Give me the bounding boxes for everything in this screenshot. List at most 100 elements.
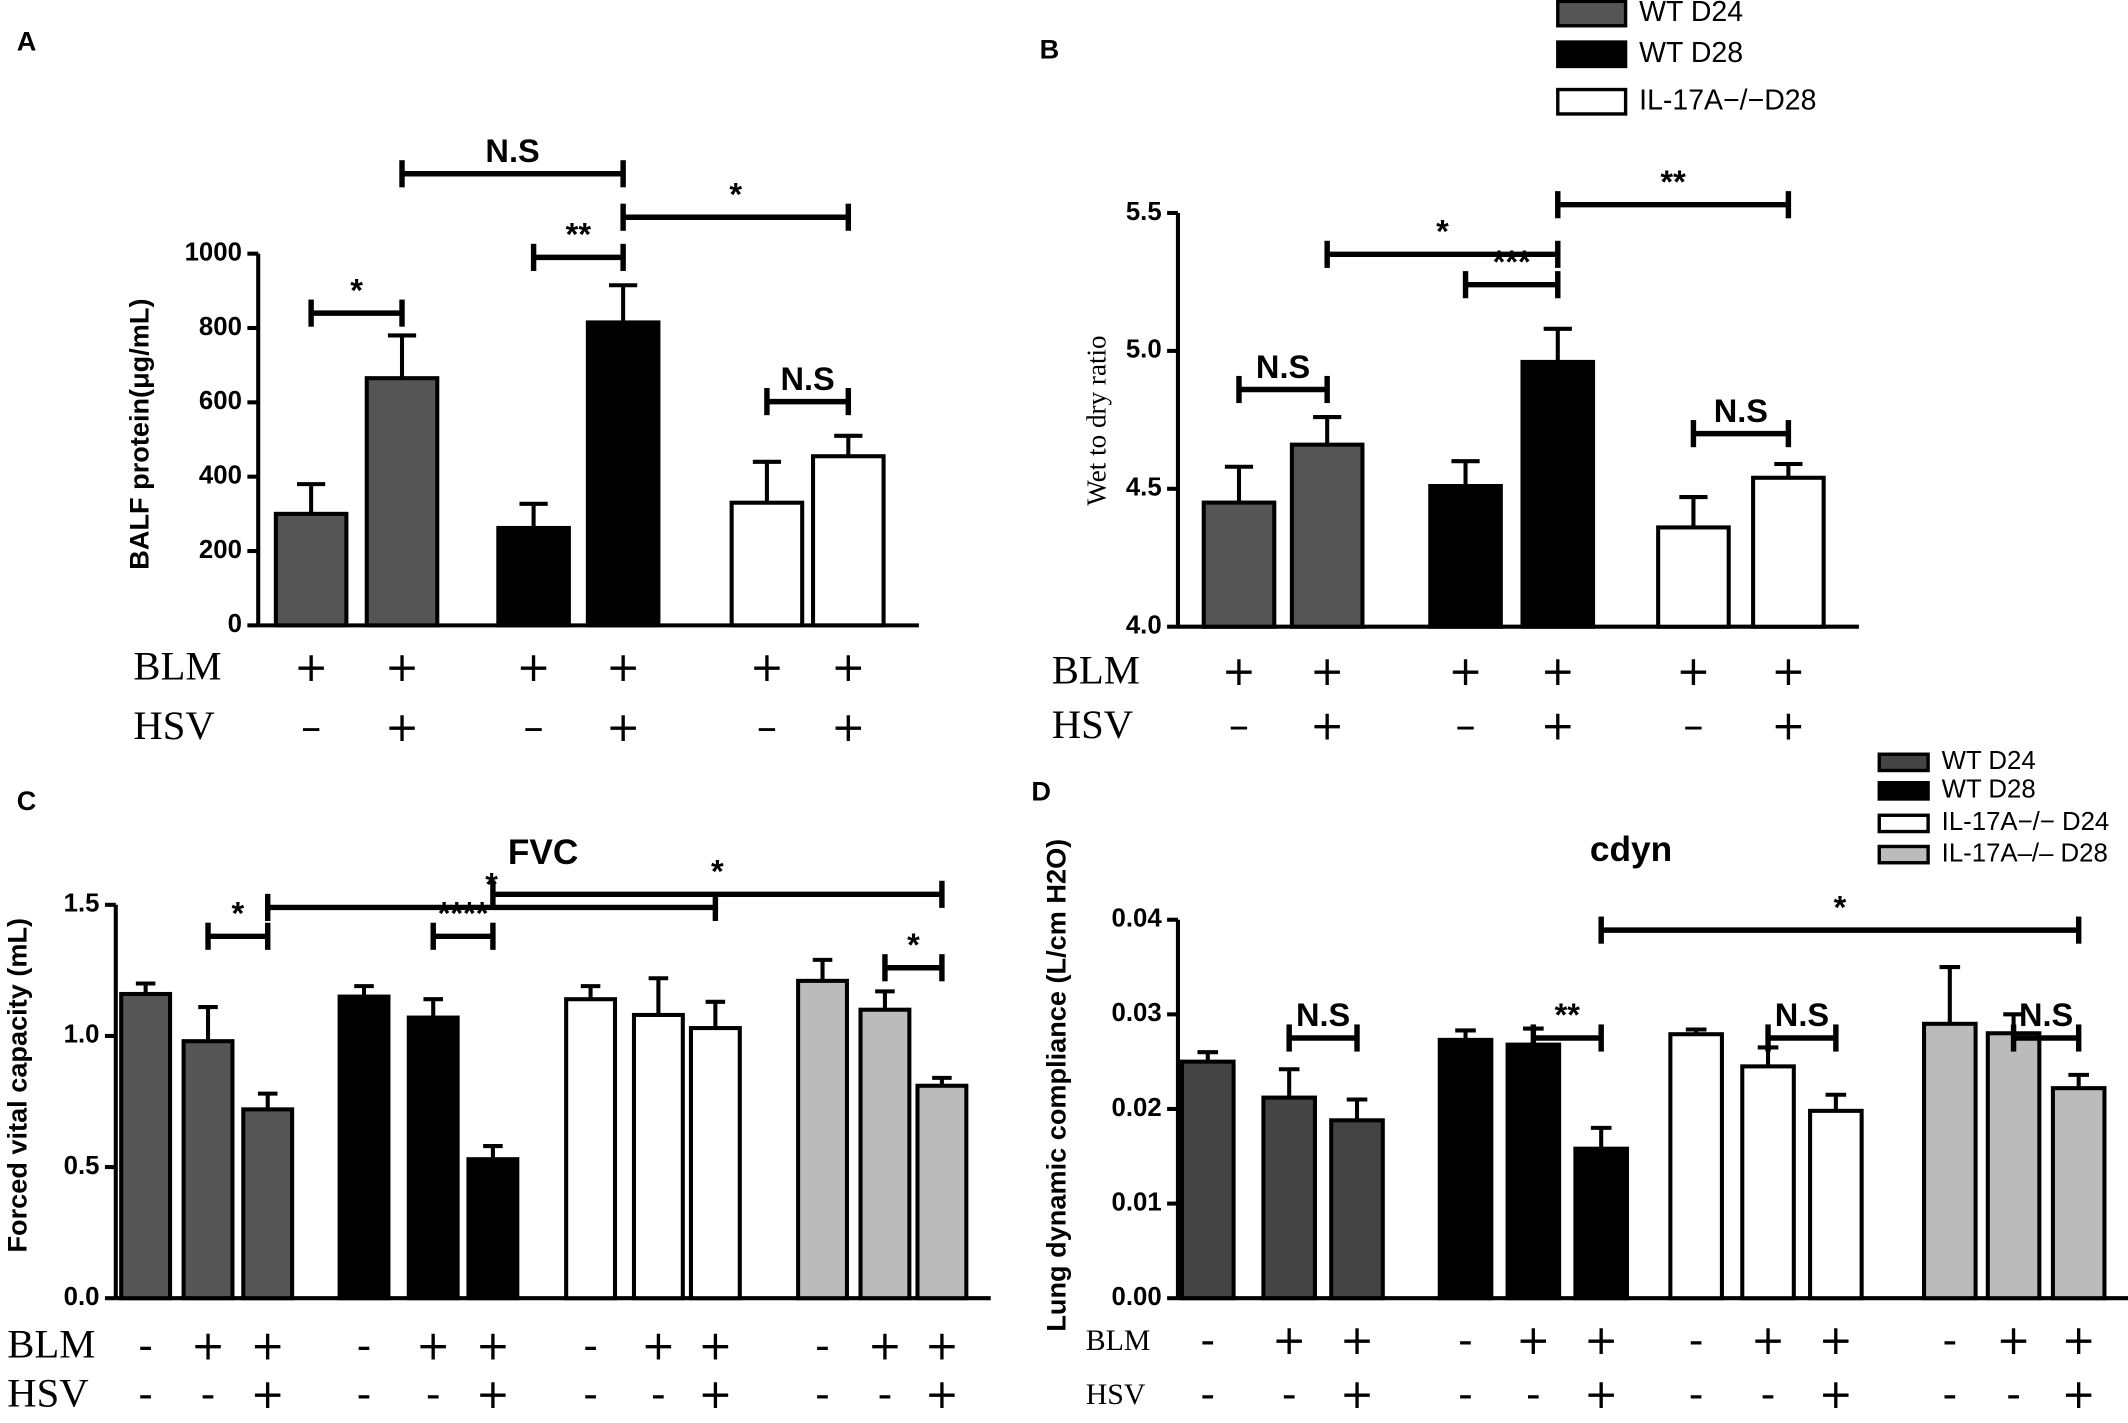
sign: + bbox=[641, 1321, 675, 1369]
y-tick-label: 1.0 bbox=[64, 1021, 100, 1049]
legend-label: WT D24 bbox=[1942, 747, 2036, 775]
legend-swatch bbox=[1877, 781, 1930, 801]
sign: – bbox=[757, 703, 777, 751]
sign: + bbox=[831, 643, 865, 691]
sign: - bbox=[651, 1370, 666, 1418]
bar bbox=[1261, 1095, 1317, 1301]
significance-label: * bbox=[729, 176, 742, 212]
y-axis-label: Wet to dry ratio bbox=[1081, 335, 1111, 505]
sign: - bbox=[583, 1370, 598, 1418]
significance-label: * bbox=[907, 927, 920, 963]
significance-label: * bbox=[1436, 214, 1449, 250]
sign: + bbox=[1771, 647, 1805, 695]
sign: + bbox=[2062, 1316, 2096, 1364]
legend-label: WT D24 bbox=[1639, 0, 1743, 28]
bar bbox=[181, 1039, 235, 1301]
sign: + bbox=[476, 1321, 510, 1369]
sign: - bbox=[2006, 1370, 2021, 1418]
bar bbox=[915, 1083, 969, 1301]
sign: - bbox=[138, 1321, 153, 1369]
panel-label: C bbox=[17, 785, 37, 816]
sign: - bbox=[1689, 1316, 1704, 1364]
sign: - bbox=[1689, 1370, 1704, 1418]
y-tick-label: 5.0 bbox=[1126, 336, 1162, 364]
bar bbox=[119, 991, 173, 1301]
y-tick-label: 0.04 bbox=[1112, 905, 1163, 933]
sign: – bbox=[1455, 701, 1475, 749]
bar bbox=[585, 320, 661, 628]
row-label: HSV bbox=[133, 703, 214, 748]
bar bbox=[496, 525, 571, 628]
sign: + bbox=[1310, 701, 1344, 749]
bar bbox=[1437, 1037, 1494, 1301]
sign: – bbox=[1683, 701, 1703, 749]
y-tick-label: 4.5 bbox=[1126, 474, 1162, 502]
row-label: BLM bbox=[133, 643, 221, 688]
bar bbox=[1808, 1108, 1864, 1301]
significance-label: ** bbox=[1660, 164, 1686, 200]
significance-label: * bbox=[1834, 889, 1847, 925]
sign: - bbox=[1458, 1316, 1473, 1364]
bar bbox=[796, 978, 849, 1301]
bar bbox=[1329, 1118, 1385, 1301]
significance-label: **** bbox=[438, 896, 489, 932]
sign: + bbox=[1771, 701, 1805, 749]
sign: + bbox=[1340, 1316, 1374, 1364]
sign: - bbox=[1458, 1370, 1473, 1418]
sign: + bbox=[191, 1321, 225, 1369]
sign: - bbox=[815, 1370, 830, 1418]
sign: + bbox=[1584, 1370, 1618, 1418]
sign: - bbox=[426, 1370, 441, 1418]
chart-title: FVC bbox=[508, 833, 579, 872]
y-tick-label: 200 bbox=[199, 536, 242, 564]
bar bbox=[1740, 1064, 1796, 1301]
significance-label: N.S bbox=[1714, 393, 1768, 429]
sign: + bbox=[925, 1370, 959, 1418]
sign: + bbox=[1516, 1316, 1550, 1364]
significance-label: N.S bbox=[1296, 997, 1350, 1033]
legend-swatch bbox=[1877, 813, 1930, 834]
bar bbox=[273, 511, 349, 628]
sign: - bbox=[583, 1321, 598, 1369]
bar bbox=[1573, 1146, 1629, 1301]
significance-label: * bbox=[232, 896, 245, 932]
bar bbox=[1668, 1032, 1724, 1301]
bar bbox=[1985, 1031, 2042, 1301]
row-label: HSV bbox=[7, 1371, 88, 1416]
sign: – bbox=[1229, 701, 1249, 749]
sign: + bbox=[1222, 647, 1256, 695]
sign: + bbox=[698, 1370, 732, 1418]
sign: + bbox=[294, 643, 328, 691]
significance-label: * bbox=[711, 854, 724, 890]
legend-swatch bbox=[1877, 844, 1930, 865]
significance-label: N.S bbox=[485, 133, 539, 169]
bar bbox=[364, 376, 440, 628]
y-axis-label: Lung dynamic compliance (L/cm H2O) bbox=[1041, 839, 1072, 1332]
sign: + bbox=[1541, 647, 1575, 695]
significance-label: ** bbox=[566, 217, 592, 253]
sign: + bbox=[1997, 1316, 2031, 1364]
y-tick-label: 600 bbox=[199, 387, 242, 415]
row-label: HSV bbox=[1086, 1378, 1146, 1411]
sign: - bbox=[201, 1370, 216, 1418]
bar bbox=[466, 1157, 520, 1301]
bar bbox=[564, 997, 618, 1301]
sign: – bbox=[301, 703, 321, 751]
legend-label: IL-17A–/– D28 bbox=[1942, 839, 2108, 867]
significance-label: N.S bbox=[1775, 997, 1829, 1033]
bar bbox=[858, 1007, 912, 1301]
sign: - bbox=[1200, 1316, 1215, 1364]
y-tick-label: 1000 bbox=[185, 238, 242, 266]
bar bbox=[337, 994, 391, 1301]
row-label: BLM bbox=[1052, 648, 1140, 693]
bar bbox=[2050, 1086, 2107, 1301]
sign: - bbox=[357, 1370, 372, 1418]
panel-label: B bbox=[1040, 34, 1060, 65]
panel-label: D bbox=[1031, 776, 1051, 807]
sign: - bbox=[1526, 1370, 1541, 1418]
legend-label: WT D28 bbox=[1639, 37, 1743, 69]
bar bbox=[631, 1012, 685, 1301]
significance-label: N.S bbox=[780, 361, 834, 397]
sign: - bbox=[878, 1370, 893, 1418]
